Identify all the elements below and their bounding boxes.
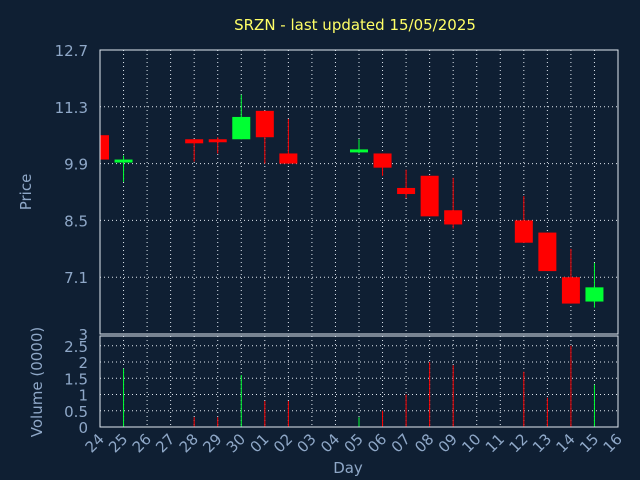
price-tick-label: 3 [78, 326, 88, 344]
price-panel-frame [99, 49, 619, 335]
chart-title: SRZN - last updated 15/05/2025 [234, 16, 476, 34]
volume-bars [123, 345, 595, 427]
candle-body [185, 139, 204, 144]
x-axis-label: Day [333, 459, 363, 477]
price-tick-label: 7.1 [64, 269, 88, 287]
day-tick-label: 06 [364, 430, 390, 456]
volume-tick-labels: 2.521.510.50 [64, 338, 88, 437]
volume-panel-frame [99, 335, 619, 428]
volume-tick-label: 2 [78, 354, 88, 372]
day-tick-label: 30 [223, 430, 249, 456]
day-tick-label: 03 [294, 430, 320, 456]
day-tick-label: 10 [458, 430, 484, 456]
price-tick-label: 9.9 [64, 156, 88, 174]
day-tick-label: 28 [176, 430, 202, 456]
day-tick-label: 14 [553, 430, 579, 456]
candle-body [561, 277, 580, 304]
day-tick-label: 02 [270, 430, 296, 456]
candle-body [255, 110, 274, 138]
price-tick-label: 12.7 [55, 42, 88, 60]
day-tick-label: 27 [152, 430, 178, 456]
candle-body [397, 187, 416, 195]
candle-body [114, 159, 133, 163]
candle-body [514, 220, 533, 243]
volume-tick-label: 0.5 [64, 403, 88, 421]
candle-body [420, 175, 439, 217]
volume-tick-label: 1.5 [64, 370, 88, 388]
price-axis-label: Price [17, 174, 35, 211]
day-tick-label: 05 [341, 430, 367, 456]
candle-body [585, 287, 604, 302]
volume-tick-label: 0 [78, 419, 88, 437]
day-tick-label: 04 [317, 430, 343, 456]
day-tick-label: 16 [600, 430, 626, 456]
price-tick-label: 8.5 [64, 212, 88, 230]
day-tick-label: 08 [411, 430, 437, 456]
candle-body [538, 232, 557, 272]
price-tick-labels: 12.7 11.3 9.9 8.5 7.1 3 [55, 42, 88, 344]
candle-body [279, 153, 298, 164]
day-tick-label: 09 [435, 430, 461, 456]
day-tick-label: 29 [199, 430, 225, 456]
price-grid [99, 49, 619, 334]
volume-tick-label: 2.5 [64, 338, 88, 356]
candle-body [373, 153, 392, 168]
candle-body [232, 116, 251, 140]
day-tick-label: 07 [388, 430, 414, 456]
day-tick-label: 26 [129, 430, 155, 456]
volume-grid [99, 336, 619, 428]
day-tick-labels: 2425262728293001020304050607080910111213… [82, 430, 626, 456]
day-tick-label: 12 [505, 430, 531, 456]
day-tick-label: 13 [529, 430, 555, 456]
volume-axis-label: Volume (0000) [28, 327, 46, 437]
candle-body [100, 135, 109, 160]
day-tick-label: 01 [246, 430, 272, 456]
candle-body [350, 149, 368, 153]
candle-body [208, 139, 227, 143]
day-tick-label: 11 [482, 430, 508, 456]
day-tick-label: 25 [105, 430, 131, 456]
day-tick-label: 15 [576, 430, 602, 456]
candles [99, 94, 604, 308]
candle-body [444, 210, 463, 225]
price-tick-label: 11.3 [55, 99, 88, 117]
volume-tick-label: 1 [78, 387, 88, 405]
